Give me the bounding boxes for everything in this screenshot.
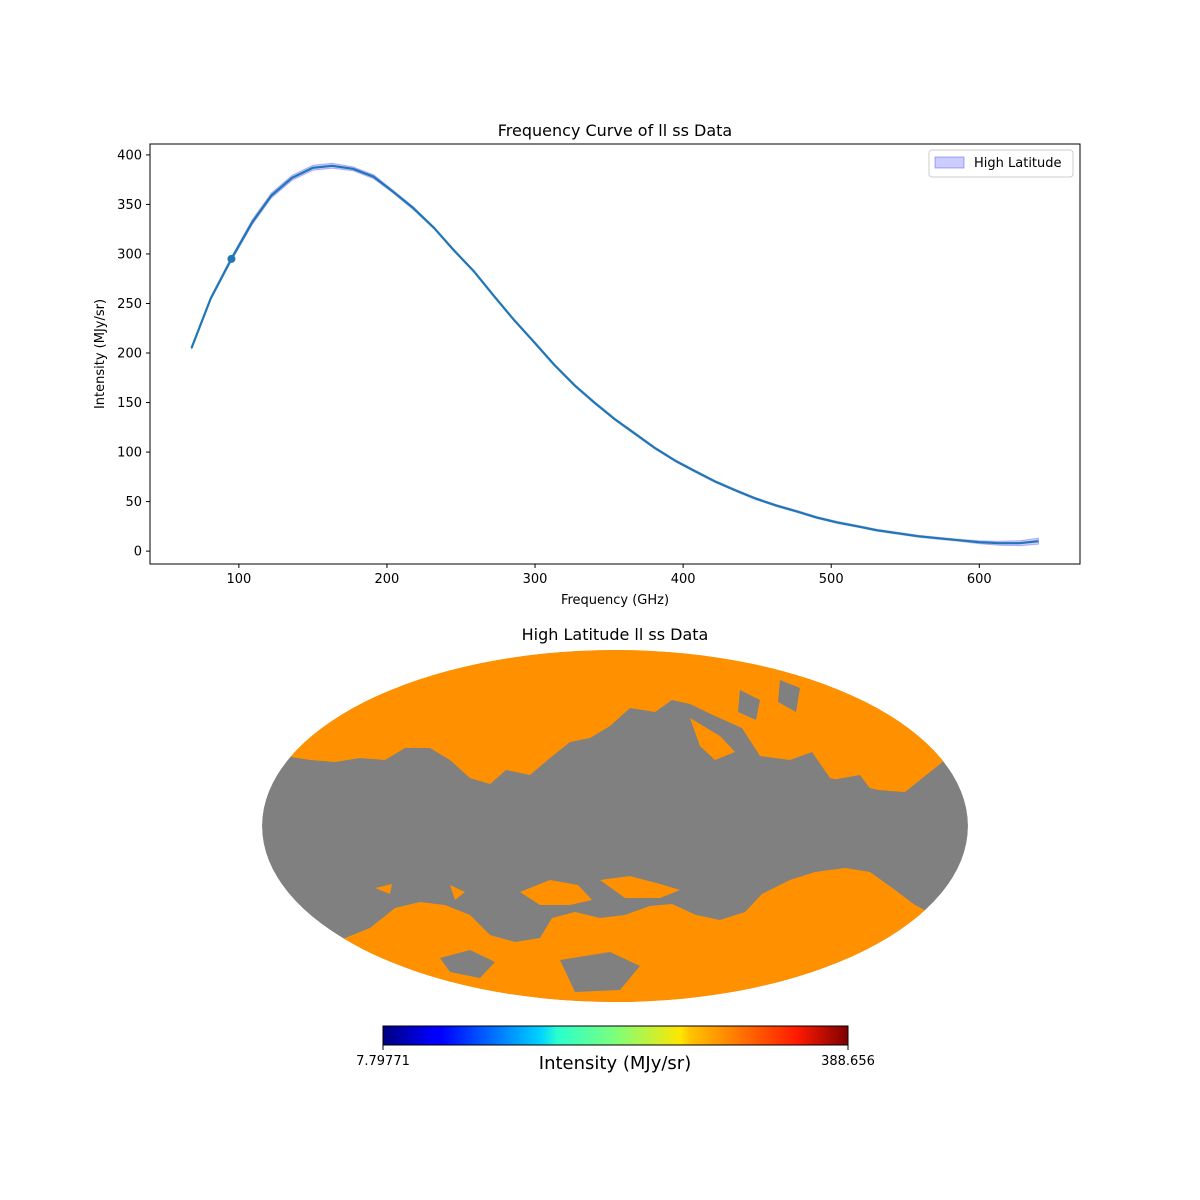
colorbar-label: Intensity (MJy/sr) [539, 1053, 691, 1074]
gray-holes [440, 680, 875, 992]
sky-map: High Latitude ll ss Data [262, 625, 968, 1002]
y-tick-label: 200 [117, 347, 142, 362]
y-tick-label: 50 [125, 495, 142, 510]
colorbar: 7.79771 388.656 Intensity (MJy/sr) [356, 1025, 875, 1074]
x-tick-label: 400 [671, 572, 696, 587]
y-tick-label: 350 [117, 198, 142, 213]
x-axis-label: Frequency (GHz) [561, 593, 669, 608]
data-point-marker [227, 254, 236, 263]
colorbar-max-label: 388.656 [821, 1054, 875, 1069]
plot-frame [149, 143, 1081, 565]
legend-label: High Latitude [974, 156, 1062, 171]
x-tick-label: 100 [226, 572, 251, 587]
x-tick-label: 300 [523, 572, 548, 587]
uncertainty-band-layer [191, 162, 1039, 547]
y-tick-label: 400 [117, 148, 142, 163]
legend-box [928, 149, 1074, 178]
colorbar-min-label: 7.79771 [356, 1054, 410, 1069]
y-ticks: 0 50 100 150 200 250 300 350 400 [117, 148, 150, 560]
series-line-layer [190, 164, 1039, 545]
y-tick-label: 100 [117, 446, 142, 461]
x-tick-label: 600 [967, 572, 992, 587]
series-line-high-latitude [190, 164, 1039, 545]
colorbar-gradient [382, 1025, 849, 1046]
map-title: High Latitude ll ss Data [522, 625, 709, 644]
y-tick-label: 150 [117, 396, 142, 411]
legend-swatch [934, 156, 965, 169]
line-chart: Frequency Curve of ll ss Data 100 200 300 4… [93, 121, 1081, 608]
y-tick-label: 0 [134, 545, 142, 560]
y-tick-label: 300 [117, 247, 142, 262]
mollweide-projection [262, 650, 968, 1002]
x-tick-label: 500 [819, 572, 844, 587]
x-tick-label: 200 [375, 572, 400, 587]
high-latitude-region [262, 650, 968, 1002]
chart-title: Frequency Curve of ll ss Data [498, 121, 732, 140]
y-tick-label: 250 [117, 297, 142, 312]
legend: High Latitude [928, 149, 1074, 178]
y-axis-label: Intensity (MJy/sr) [93, 299, 108, 409]
uncertainty-band [191, 162, 1039, 547]
x-ticks: 100 200 300 400 500 600 [226, 564, 992, 587]
